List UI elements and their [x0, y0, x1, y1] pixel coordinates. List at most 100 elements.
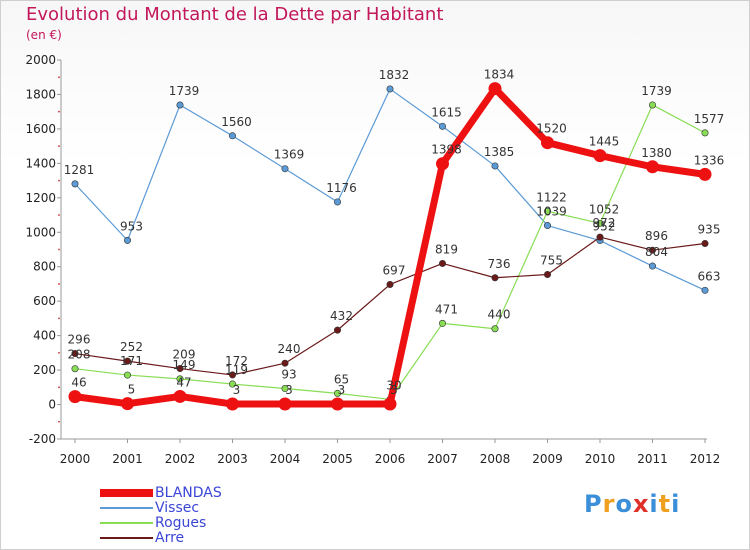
x-tick-label: 2002: [165, 452, 196, 466]
data-label-blandas: 1834: [484, 68, 515, 82]
data-label-vissec: 1739: [169, 84, 200, 98]
legend-label: Vissec: [155, 499, 200, 516]
data-label-arre: 755: [540, 253, 563, 267]
data-point-blandas: [383, 397, 397, 411]
data-point-arre: [229, 371, 237, 379]
legend-swatch: [100, 488, 153, 497]
legend-item-arre: Arre: [100, 529, 222, 546]
data-point-vissec: [124, 236, 132, 244]
data-label-vissec: 804: [645, 245, 668, 259]
logo-letter: i: [649, 490, 659, 518]
y-minor-tick: [58, 317, 60, 320]
data-label-blandas: 3: [285, 383, 293, 397]
data-label-vissec: 952: [593, 220, 616, 234]
data-point-arre: [333, 326, 341, 334]
data-point-rogues: [229, 380, 237, 388]
data-point-blandas: [173, 389, 187, 403]
data-label-blandas: 5: [128, 383, 136, 397]
data-point-arre: [281, 359, 289, 367]
data-point-blandas: [331, 397, 344, 411]
y-minor-tick: [58, 110, 60, 113]
y-minor-tick: [58, 145, 60, 148]
y-minor-tick: [58, 76, 60, 79]
data-label-rogues: 471: [435, 302, 458, 316]
y-tick-label: -200: [29, 432, 56, 446]
data-point-blandas: [121, 397, 134, 411]
data-point-arre: [648, 246, 656, 254]
data-point-vissec: [491, 162, 499, 170]
data-label-rogues: 1577: [694, 112, 725, 126]
data-point-vissec: [438, 122, 446, 130]
x-tick-label: 2000: [60, 452, 91, 466]
x-tick-label: 2007: [427, 452, 458, 466]
data-label-vissec: 1385: [484, 145, 515, 159]
data-point-rogues: [71, 365, 79, 373]
data-point-rogues: [701, 129, 709, 137]
y-minor-tick: [58, 351, 60, 354]
data-label-blandas: 3: [390, 383, 398, 397]
x-tick-label: 2006: [375, 452, 406, 466]
data-point-vissec: [229, 132, 237, 140]
y-tick-label: 200: [33, 363, 56, 377]
series-line-arre: [74, 236, 706, 376]
data-point-arre: [71, 350, 79, 358]
y-minor-tick: [58, 248, 60, 251]
x-tick-label: 2008: [480, 452, 511, 466]
data-label-rogues: 119: [225, 363, 248, 377]
data-label-vissec: 1369: [274, 148, 305, 162]
logo-letter: i: [671, 490, 681, 518]
legend-swatch: [100, 521, 153, 524]
data-label-blandas: 1398: [431, 143, 462, 157]
x-tick-label: 2012: [690, 452, 721, 466]
data-label-vissec: 1281: [64, 163, 95, 177]
data-point-vissec: [71, 180, 79, 188]
data-label-rogues: 65: [334, 372, 349, 386]
x-tick-label: 2005: [322, 452, 353, 466]
legend-label: BLANDAS: [155, 484, 222, 501]
series-line-rogues: [74, 104, 706, 400]
y-tick-label: 1800: [25, 87, 56, 101]
data-label-rogues: 149: [173, 358, 196, 372]
y-tick-label: 600: [33, 294, 56, 308]
data-point-blandas: [593, 149, 607, 163]
data-label-vissec: 953: [120, 219, 143, 233]
y-tick-label: 2000: [25, 53, 56, 67]
data-label-blandas: 1380: [641, 146, 672, 160]
proxiti-logo: Proxiti: [584, 490, 680, 518]
data-point-vissec: [333, 198, 341, 206]
data-label-blandas: 3: [233, 383, 241, 397]
chart-subtitle: (en €): [26, 28, 62, 42]
legend-label: Arre: [155, 529, 185, 546]
data-point-arre: [124, 357, 132, 365]
data-point-rogues: [281, 385, 289, 393]
x-tick-label: 2009: [532, 452, 563, 466]
data-label-arre: 240: [278, 342, 301, 356]
y-tick-label: 1600: [25, 122, 56, 136]
logo-letter: t: [658, 490, 672, 518]
logo-letter: o: [615, 490, 633, 518]
data-point-arre: [543, 270, 551, 278]
data-label-rogues: 1052: [589, 202, 620, 216]
data-label-arre: 972: [593, 216, 616, 230]
data-point-vissec: [281, 165, 289, 173]
data-label-arre: 296: [68, 333, 91, 347]
legend-item-vissec: Vissec: [100, 499, 222, 516]
y-minor-tick: [58, 283, 60, 285]
data-label-vissec: 1176: [326, 181, 357, 195]
data-point-blandas: [436, 157, 449, 171]
data-point-vissec: [648, 262, 656, 270]
data-point-arre: [701, 239, 709, 247]
data-label-rogues: 1122: [536, 190, 567, 204]
legend-item-blandas: BLANDAS: [100, 484, 222, 501]
y-minor-tick: [58, 179, 60, 182]
data-label-rogues: 171: [120, 354, 143, 368]
data-label-vissec: 1832: [379, 68, 410, 82]
data-point-blandas: [488, 82, 502, 96]
data-point-rogues: [333, 389, 341, 397]
data-point-arre: [596, 233, 604, 241]
data-label-blandas: 1445: [589, 135, 620, 149]
data-label-blandas: 1336: [694, 153, 725, 167]
data-point-blandas: [278, 397, 292, 411]
data-label-rogues: 440: [488, 308, 511, 322]
